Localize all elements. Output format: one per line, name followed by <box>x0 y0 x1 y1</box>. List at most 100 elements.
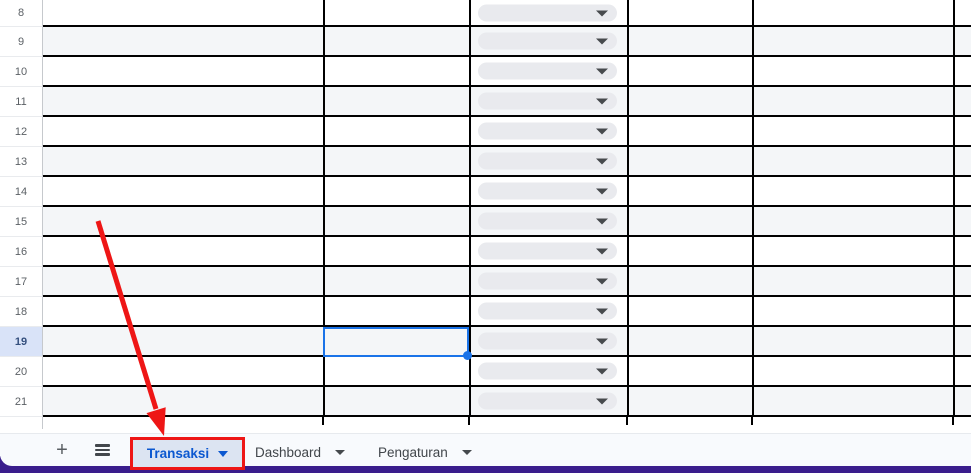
row-header[interactable]: 15 <box>0 207 43 237</box>
cell[interactable] <box>43 0 323 27</box>
cell[interactable] <box>627 27 752 57</box>
dropdown-chip[interactable] <box>478 122 617 140</box>
tab-pengaturan[interactable]: Pengaturan <box>378 437 472 467</box>
cell[interactable] <box>953 327 971 357</box>
cell[interactable] <box>43 57 323 87</box>
cell[interactable] <box>469 0 627 27</box>
dropdown-chip[interactable] <box>478 152 617 170</box>
cell[interactable] <box>627 327 752 357</box>
cell[interactable] <box>323 0 469 27</box>
cell[interactable] <box>953 387 971 417</box>
dropdown-chip[interactable] <box>478 212 617 230</box>
cell[interactable] <box>469 297 627 327</box>
cell[interactable] <box>953 237 971 267</box>
cell[interactable] <box>627 387 752 417</box>
chevron-down-icon[interactable] <box>218 451 229 457</box>
dropdown-chip[interactable] <box>478 242 617 260</box>
cell[interactable] <box>953 177 971 207</box>
cell[interactable] <box>627 297 752 327</box>
cell[interactable] <box>752 267 953 297</box>
cell[interactable] <box>627 0 752 27</box>
dropdown-chip[interactable] <box>478 362 617 380</box>
cell[interactable] <box>43 267 323 297</box>
cell[interactable] <box>43 27 323 57</box>
cell[interactable] <box>43 237 323 267</box>
cell[interactable] <box>627 57 752 87</box>
row-header[interactable]: 19 <box>0 327 43 357</box>
cell[interactable] <box>469 237 627 267</box>
cell[interactable] <box>43 357 323 387</box>
cell[interactable] <box>469 327 627 357</box>
cell[interactable] <box>752 297 953 327</box>
cell[interactable] <box>323 237 469 267</box>
cell[interactable] <box>752 387 953 417</box>
cell[interactable] <box>43 387 323 417</box>
cell[interactable] <box>323 117 469 147</box>
dropdown-chip[interactable] <box>478 302 617 320</box>
dropdown-chip[interactable] <box>478 392 617 410</box>
cell[interactable] <box>43 207 323 237</box>
cell[interactable] <box>43 147 323 177</box>
cell[interactable] <box>953 207 971 237</box>
cell[interactable] <box>627 177 752 207</box>
cell[interactable] <box>953 0 971 27</box>
row-header[interactable]: 11 <box>0 87 43 117</box>
cell[interactable] <box>323 57 469 87</box>
cell[interactable] <box>953 87 971 117</box>
cell[interactable] <box>953 117 971 147</box>
cell[interactable] <box>953 57 971 87</box>
cell[interactable] <box>953 27 971 57</box>
row-header[interactable]: 21 <box>0 387 43 417</box>
dropdown-chip[interactable] <box>478 92 617 110</box>
dropdown-chip[interactable] <box>478 272 617 290</box>
chevron-down-icon[interactable] <box>335 449 346 455</box>
cell[interactable] <box>627 147 752 177</box>
dropdown-chip[interactable] <box>478 182 617 200</box>
row-header[interactable]: 13 <box>0 147 43 177</box>
cell[interactable] <box>953 267 971 297</box>
cell[interactable] <box>43 87 323 117</box>
selected-cell[interactable] <box>323 327 472 360</box>
cell[interactable] <box>752 0 953 27</box>
dropdown-chip[interactable] <box>478 62 617 80</box>
row-header[interactable]: 10 <box>0 57 43 87</box>
chevron-down-icon[interactable] <box>461 449 472 455</box>
fill-handle[interactable] <box>463 351 472 360</box>
cell[interactable] <box>469 147 627 177</box>
cell[interactable] <box>323 387 469 417</box>
cell[interactable] <box>323 357 469 387</box>
cell[interactable] <box>43 117 323 147</box>
all-sheets-button[interactable] <box>90 436 114 464</box>
cell[interactable] <box>469 117 627 147</box>
cell[interactable] <box>953 297 971 327</box>
cell[interactable] <box>469 177 627 207</box>
cell[interactable] <box>469 27 627 57</box>
cell[interactable] <box>43 177 323 207</box>
cell[interactable] <box>627 357 752 387</box>
row-header[interactable]: 20 <box>0 357 43 387</box>
cell[interactable] <box>752 27 953 57</box>
dropdown-chip[interactable] <box>478 4 617 21</box>
row-header[interactable]: 8 <box>0 0 43 27</box>
cell[interactable] <box>469 57 627 87</box>
cell[interactable] <box>323 267 469 297</box>
cell[interactable] <box>752 207 953 237</box>
cell[interactable] <box>323 297 469 327</box>
cell[interactable] <box>627 87 752 117</box>
tab-dashboard[interactable]: Dashboard <box>255 437 346 467</box>
cell[interactable] <box>627 117 752 147</box>
row-header[interactable]: 9 <box>0 27 43 57</box>
cell[interactable] <box>469 387 627 417</box>
cell[interactable] <box>953 147 971 177</box>
cell[interactable] <box>323 207 469 237</box>
cell[interactable] <box>469 207 627 237</box>
tab-transaksi[interactable]: Transaksi <box>146 446 210 461</box>
row-header[interactable]: 12 <box>0 117 43 147</box>
cell[interactable] <box>752 147 953 177</box>
dropdown-chip[interactable] <box>478 332 617 350</box>
row-header[interactable]: 14 <box>0 177 43 207</box>
cell[interactable] <box>469 87 627 117</box>
add-sheet-button[interactable]: + <box>50 436 74 464</box>
cell[interactable] <box>323 177 469 207</box>
cell[interactable] <box>323 87 469 117</box>
